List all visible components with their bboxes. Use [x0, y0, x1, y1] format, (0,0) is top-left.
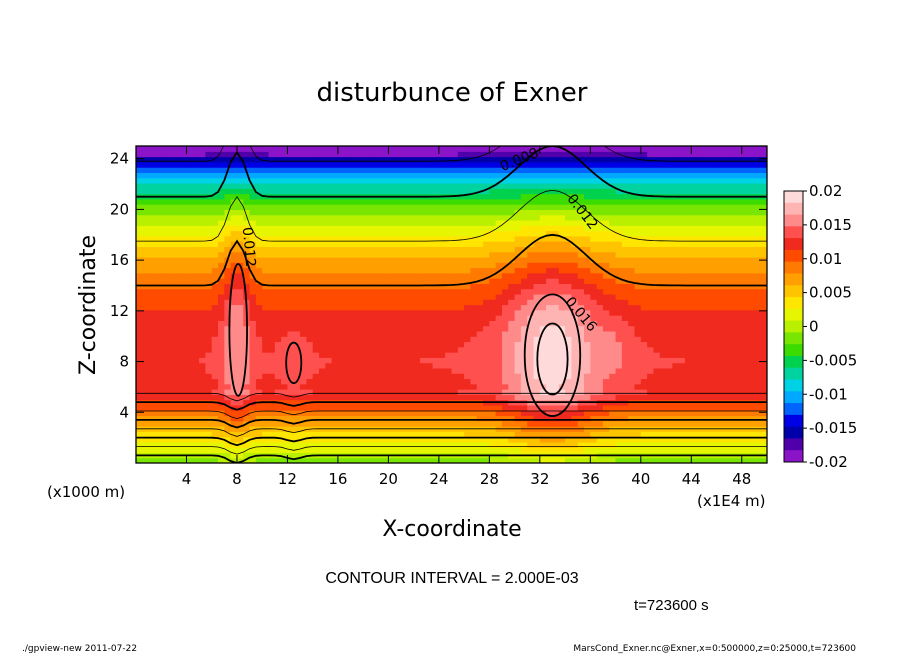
- y-tick-label: 4: [119, 403, 129, 421]
- contour-line: [136, 419, 767, 429]
- contour-label: 0.012: [239, 226, 258, 267]
- y-tick-label: 16: [110, 251, 129, 269]
- x-tick-label: 36: [581, 470, 600, 488]
- contour-line: [136, 428, 767, 437]
- colorbar-swatch: [784, 344, 803, 357]
- y-tick-label: 24: [110, 150, 129, 168]
- footer-left: ./gpview-new 2011-07-22: [22, 644, 137, 654]
- y-axis-label: Z-coordinate: [76, 235, 101, 375]
- x-tick-label: 4: [182, 470, 192, 488]
- colorbar-swatch: [784, 438, 803, 451]
- colorbar-swatch: [784, 403, 803, 416]
- x-tick-label: 48: [732, 470, 751, 488]
- colorbar-swatch: [784, 214, 803, 227]
- colorbar-swatch: [784, 391, 803, 404]
- colorbar-swatch: [784, 191, 803, 204]
- contour-line: [136, 189, 767, 242]
- x-tick-label: 44: [682, 470, 701, 488]
- contour-line: [285, 341, 303, 385]
- contour-line: [136, 233, 767, 287]
- y-tick-label: 20: [110, 200, 129, 218]
- x-tick-label: 8: [232, 470, 242, 488]
- x-units-right: (x1E4 m): [697, 492, 766, 510]
- colorbar-swatch: [784, 297, 803, 310]
- colorbar-tick-label: 0.005: [809, 284, 852, 302]
- colorbar-swatch: [784, 238, 803, 251]
- contour-line: [136, 146, 767, 198]
- x-tick-label: 20: [379, 470, 398, 488]
- colorbar-tick-label: 0.015: [809, 216, 852, 234]
- colorbar-swatch: [784, 273, 803, 286]
- colorbar-tick-label: 0: [809, 318, 819, 336]
- colorbar-swatch: [784, 414, 803, 428]
- colorbar-tick-label: 0.01: [809, 250, 842, 268]
- colorbar-tick-label: -0.015: [809, 419, 857, 437]
- colorbar-swatch: [784, 450, 803, 463]
- x-tick-label: 28: [480, 470, 499, 488]
- colorbar-swatch: [784, 332, 803, 345]
- x-units-left: (x1000 m): [47, 483, 125, 501]
- time-text: t=723600 s: [634, 597, 709, 614]
- colorbar-tick-label: -0.02: [809, 453, 848, 471]
- colorbar-swatch: [784, 355, 803, 369]
- y-axis: 4 8 12 16 20 24: [110, 150, 767, 421]
- contour-line: [523, 293, 582, 417]
- chart-title: disturbunce of Exner: [317, 78, 588, 108]
- contour-line: [136, 446, 767, 455]
- colorbar-swatch: [784, 261, 803, 274]
- x-tick-label: 16: [328, 470, 347, 488]
- colorbar-swatch: [784, 320, 803, 333]
- x-axis: 4 8 12 16 20 24 28 32 36 40 44 48: [182, 146, 751, 488]
- colorbar-swatch: [784, 202, 803, 216]
- contour-line: [136, 410, 767, 420]
- colorbar-tick-label: -0.005: [809, 351, 857, 369]
- x-tick-label: 40: [631, 470, 650, 488]
- x-tick-label: 24: [429, 470, 448, 488]
- contour-line: [228, 263, 248, 397]
- y-tick-label: 8: [119, 353, 129, 371]
- footer-right: MarsCond_Exner.nc@Exner,x=0:500000,z=0:2…: [573, 644, 856, 654]
- colorbar-swatch: [784, 379, 803, 392]
- contour-line: [536, 322, 569, 396]
- plot-frame: [135, 145, 768, 464]
- x-tick-label: 12: [278, 470, 297, 488]
- colorbar-tick-label: 0.02: [809, 182, 842, 200]
- colorbar: 0.02 0.015 0.01 0.005 0 -0.005 -0.01 -0.015 -0.0…: [783, 182, 857, 471]
- contour-line: [136, 392, 767, 402]
- contour-interval-text: CONTOUR INTERVAL = 2.000E-03: [325, 570, 578, 587]
- heatmap-field: [136, 146, 767, 463]
- colorbar-swatch: [784, 226, 803, 239]
- colorbar-tick-label: -0.01: [809, 385, 848, 403]
- contour-line: [136, 146, 767, 162]
- contour-line: [136, 454, 767, 463]
- y-tick-label: 12: [110, 302, 129, 320]
- x-tick-label: 32: [530, 470, 549, 488]
- contour-line: [136, 436, 767, 447]
- colorbar-swatch: [784, 367, 803, 381]
- colorbar-swatch: [784, 308, 803, 322]
- colorbar-swatch: [784, 249, 803, 263]
- colorbar-swatch: [784, 426, 803, 439]
- x-axis-label: X-coordinate: [382, 517, 521, 542]
- contour-line: [136, 401, 767, 411]
- colorbar-swatch: [784, 285, 803, 298]
